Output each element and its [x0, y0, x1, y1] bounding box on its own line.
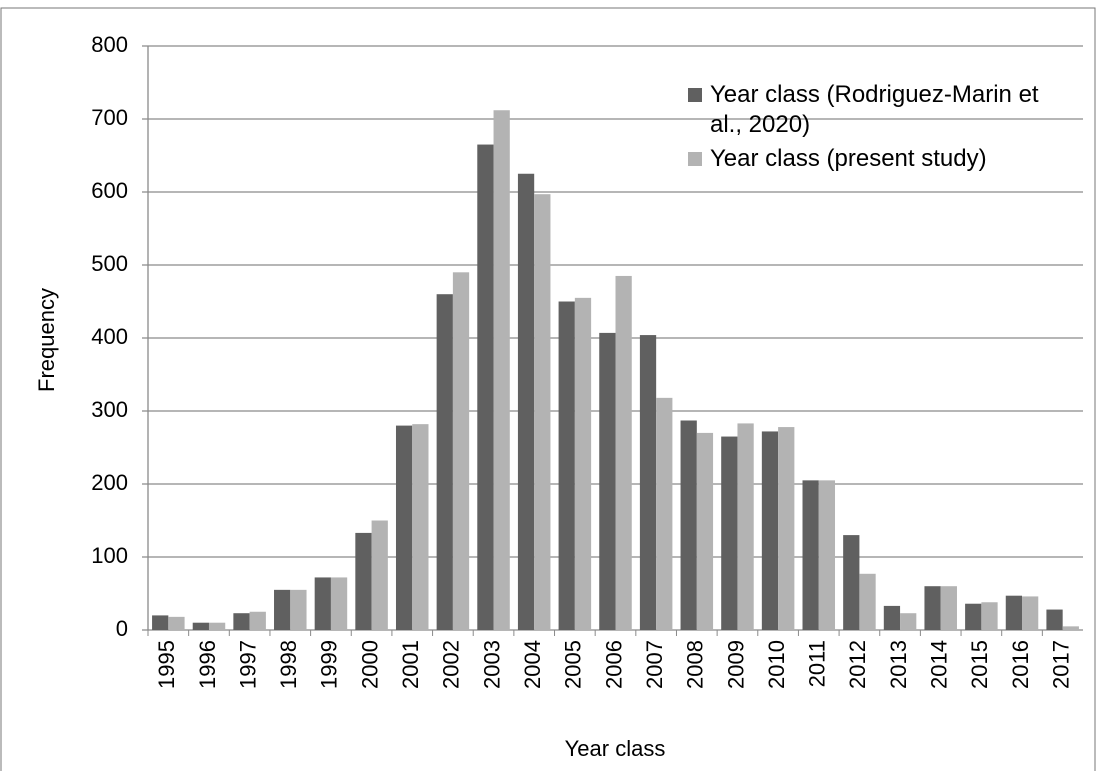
bar: [412, 424, 429, 630]
bar: [818, 480, 836, 630]
bar: [192, 622, 209, 630]
x-tick-label: 1998: [276, 640, 301, 689]
bar: [859, 573, 876, 630]
x-tick-label: 2008: [683, 640, 708, 689]
bar: [900, 613, 917, 630]
bar: [152, 615, 169, 630]
bar: [1046, 609, 1063, 630]
y-tick-label: 100: [91, 543, 128, 568]
x-tick-label: 2011: [805, 640, 830, 687]
x-tick-label: 1995: [154, 640, 179, 689]
y-tick-label: 500: [91, 251, 128, 276]
bar: [371, 520, 388, 630]
bar: [290, 589, 307, 630]
x-tick-label: 2000: [357, 640, 382, 689]
bar: [940, 586, 957, 630]
y-axis-title: Frequency: [34, 288, 59, 392]
bar: [761, 431, 779, 630]
legend-label: Year class (present study): [710, 145, 987, 172]
bar: [924, 586, 941, 630]
x-tick-label: 1999: [317, 640, 342, 689]
y-tick-label: 200: [91, 470, 128, 495]
bar: [395, 425, 413, 630]
bar: [452, 272, 470, 630]
bar: [883, 605, 901, 630]
bar: [843, 535, 860, 630]
bar: [208, 622, 226, 630]
x-tick-label: 2006: [601, 640, 626, 689]
x-tick-label: 2002: [439, 640, 464, 689]
y-tick-label: 800: [91, 32, 128, 57]
frame: [0, 7, 1096, 771]
bar: [639, 335, 657, 630]
x-tick-label: 2001: [398, 640, 423, 689]
y-tick-label: 400: [91, 324, 128, 349]
bar: [330, 577, 348, 630]
bar: [534, 194, 551, 630]
bar: [558, 301, 575, 630]
x-tick-label: 2016: [1008, 640, 1033, 689]
y-tick-label: 700: [91, 105, 128, 130]
bar: [477, 144, 494, 631]
bar: [1005, 595, 1023, 630]
y-tick-label: 600: [91, 178, 128, 203]
bar: [493, 110, 510, 631]
bar: [802, 480, 819, 630]
x-tick-label: 2009: [723, 640, 748, 689]
bar: [517, 173, 535, 630]
bar: [778, 427, 795, 630]
legend-item: Year class (present study): [688, 144, 1068, 174]
x-tick-label: 1997: [235, 640, 260, 689]
bar: [574, 297, 592, 630]
legend: Year class (Rodriguez-Marin et al., 2020…: [688, 80, 1068, 178]
bar: [168, 616, 185, 630]
bar: [233, 613, 250, 630]
legend-swatch: [688, 152, 702, 166]
x-tick-label: 2017: [1048, 640, 1073, 689]
y-tick-label: 300: [91, 397, 128, 422]
bar: [355, 532, 372, 630]
x-tick-label: 2012: [845, 640, 870, 689]
y-tick-label: 0: [116, 616, 128, 641]
x-tick-label: 1996: [195, 640, 220, 689]
bar: [737, 423, 754, 630]
bar: [274, 589, 291, 630]
bar: [436, 294, 453, 630]
bar: [314, 577, 331, 630]
bar: [1022, 596, 1039, 630]
x-tick-label: 2003: [479, 640, 504, 689]
bar: [696, 432, 714, 630]
x-tick-label: 2013: [886, 640, 911, 689]
x-tick-label: 2004: [520, 640, 545, 689]
bar: [721, 436, 738, 630]
legend-item: Year class (Rodriguez-Marin et al., 2020…: [688, 80, 1068, 140]
bar: [680, 420, 697, 630]
bar: [599, 332, 616, 630]
x-tick-label: 2005: [561, 640, 586, 689]
bar: [249, 611, 266, 630]
bar: [656, 397, 673, 630]
bar: [1062, 626, 1079, 630]
x-axis-title: Year class: [565, 736, 666, 761]
bar: [615, 275, 632, 630]
x-tick-label: 2007: [642, 640, 667, 689]
x-tick-label: 2015: [967, 640, 992, 689]
bar: [981, 602, 998, 630]
bar: [965, 603, 982, 630]
x-tick-label: 2010: [764, 640, 789, 689]
legend-swatch: [688, 88, 702, 102]
legend-label: Year class (Rodriguez-Marin et al., 2020…: [710, 81, 1039, 138]
x-tick-label: 2014: [927, 640, 952, 689]
